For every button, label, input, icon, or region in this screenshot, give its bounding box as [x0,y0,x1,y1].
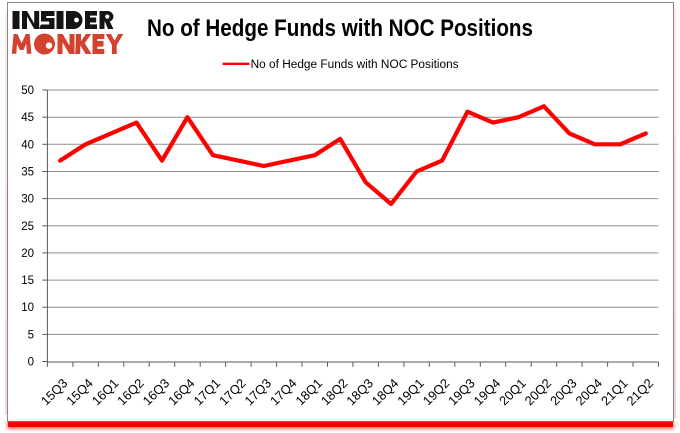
svg-text:15: 15 [21,275,34,287]
svg-text:20: 20 [21,248,34,260]
svg-text:10: 10 [21,302,34,314]
svg-text:19Q3: 19Q3 [445,376,478,409]
svg-text:40: 40 [21,139,34,151]
svg-text:16Q3: 16Q3 [140,376,173,409]
svg-text:18Q2: 18Q2 [318,376,351,409]
svg-text:45: 45 [21,112,34,124]
svg-text:No of Hedge Funds with NOC Pos: No of Hedge Funds with NOC Positions [147,15,533,42]
svg-text:20Q2: 20Q2 [521,376,554,409]
svg-text:21Q2: 21Q2 [623,376,656,409]
svg-text:19Q2: 19Q2 [420,376,453,409]
svg-text:20Q3: 20Q3 [547,376,580,409]
svg-text:No of Hedge Funds with NOC Pos: No of Hedge Funds with NOC Positions [251,59,459,71]
svg-text:0: 0 [28,357,34,369]
svg-text:19Q1: 19Q1 [394,376,427,409]
svg-text:17Q2: 17Q2 [216,376,249,409]
svg-text:25: 25 [21,221,34,233]
svg-text:19Q4: 19Q4 [471,376,504,409]
svg-text:20Q4: 20Q4 [572,376,605,409]
svg-text:18Q1: 18Q1 [292,376,325,409]
svg-text:17Q3: 17Q3 [241,376,274,409]
svg-text:18Q4: 18Q4 [369,376,402,409]
svg-text:20Q1: 20Q1 [496,376,529,409]
svg-text:35: 35 [21,167,34,179]
svg-text:17Q4: 17Q4 [267,376,300,409]
svg-text:5: 5 [28,329,34,341]
svg-text:21Q1: 21Q1 [598,376,631,409]
svg-text:16Q2: 16Q2 [114,376,147,409]
svg-text:30: 30 [21,194,34,206]
svg-text:15Q4: 15Q4 [63,376,96,409]
svg-text:18Q3: 18Q3 [343,376,376,409]
svg-text:50: 50 [21,85,34,97]
svg-text:17Q1: 17Q1 [190,376,223,409]
svg-text:15Q3: 15Q3 [38,376,71,409]
svg-text:16Q4: 16Q4 [165,376,198,409]
svg-text:16Q1: 16Q1 [89,376,122,409]
